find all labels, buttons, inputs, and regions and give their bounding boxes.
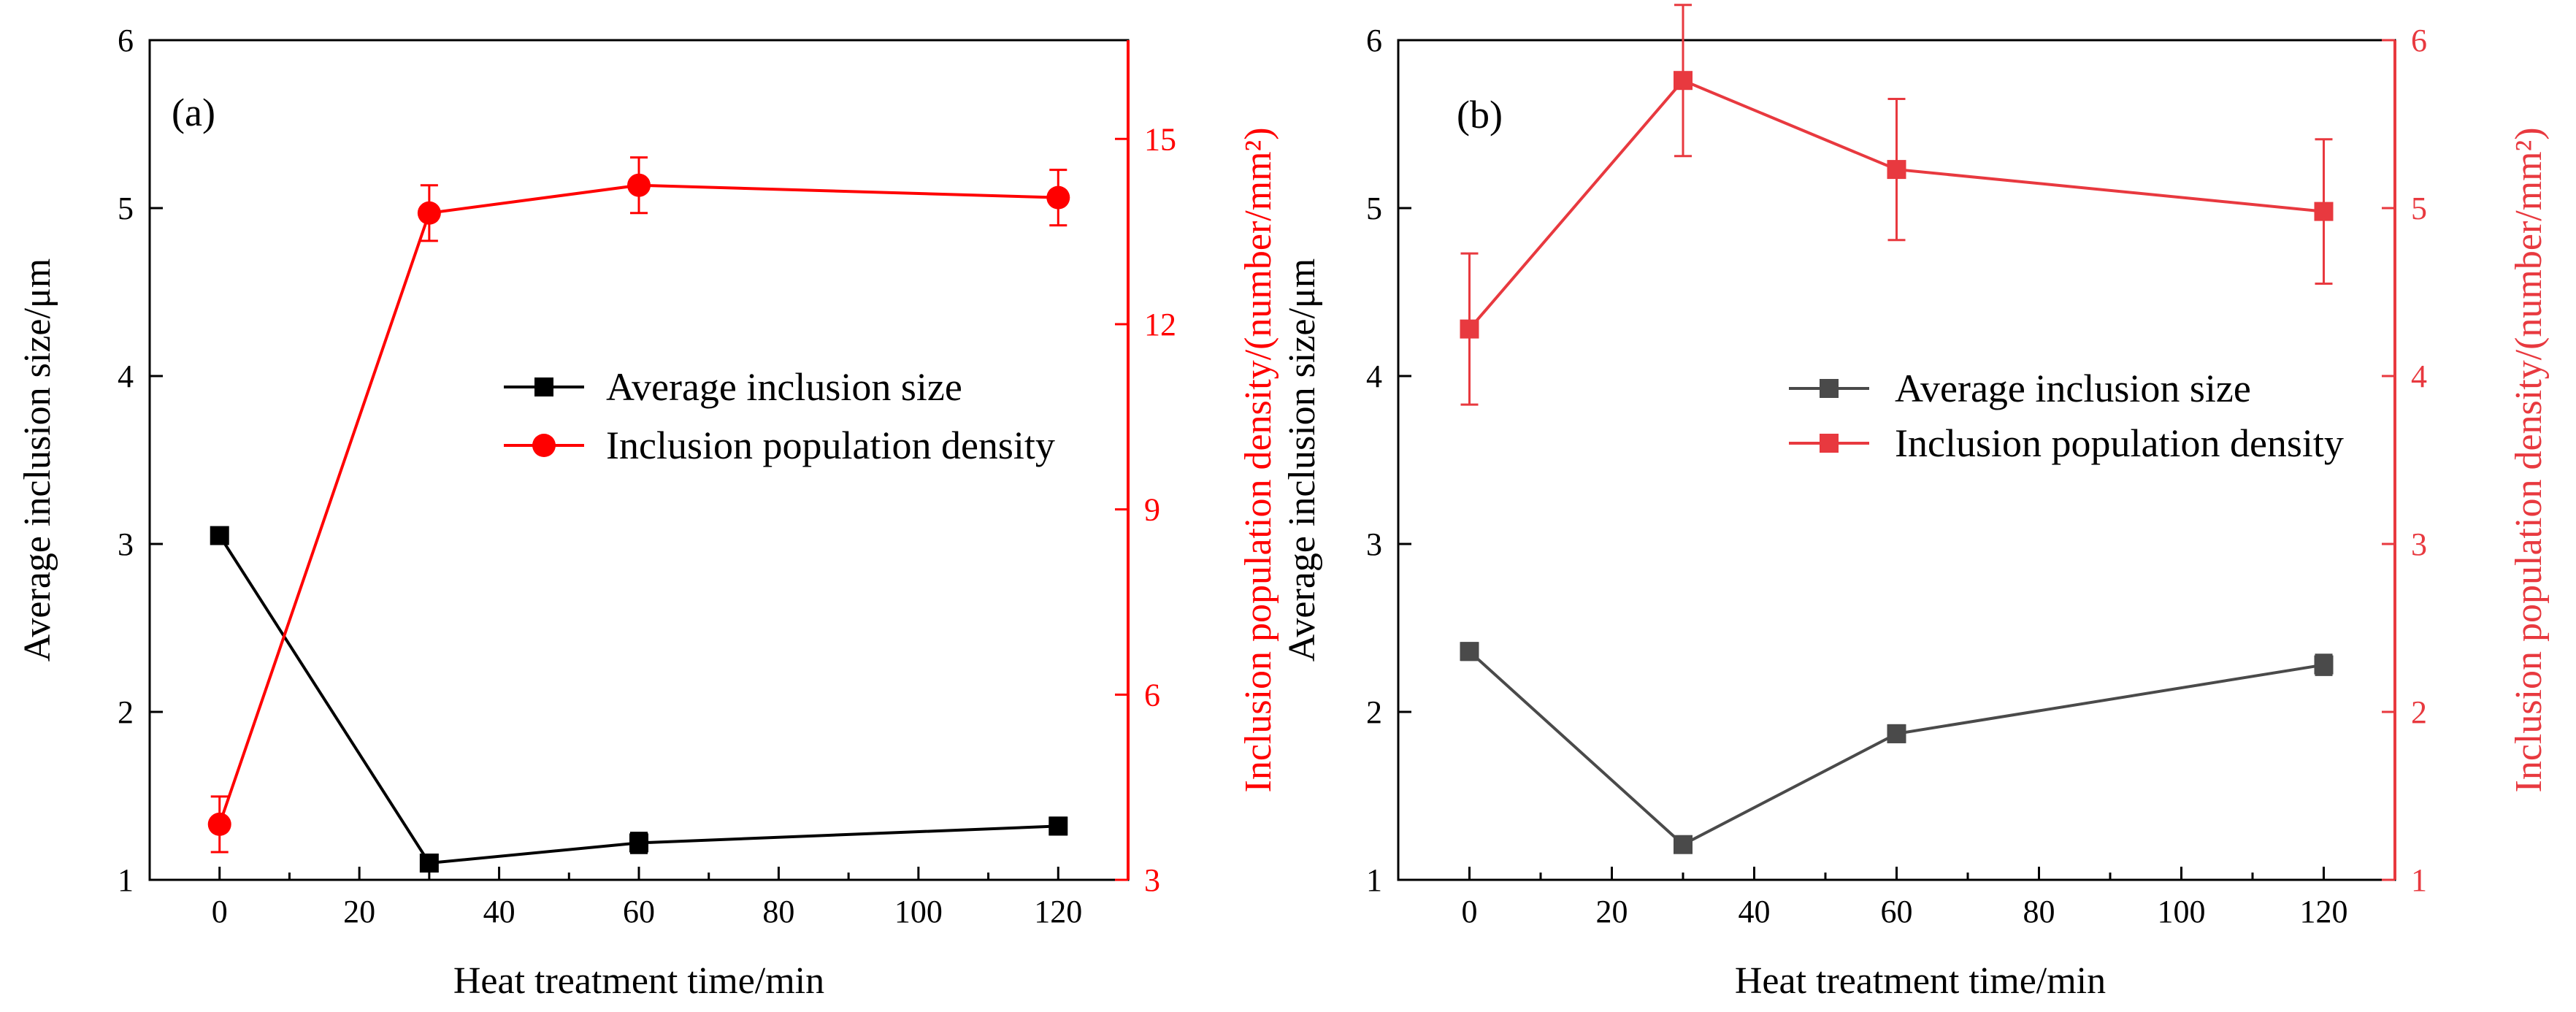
x-tick-label: 60	[623, 894, 655, 929]
data-point	[2314, 202, 2334, 221]
y-tick-label: 3	[1366, 526, 1382, 562]
data-point	[1049, 816, 1068, 836]
x-tick-label: 100	[2158, 894, 2206, 929]
data-point	[1887, 724, 1906, 743]
legend-marker-density	[1820, 434, 1839, 453]
y2-tick-label: 1	[2411, 862, 2427, 898]
x-axis-title: Heat treatment time/min	[453, 960, 824, 1002]
y-tick-label: 6	[1366, 23, 1382, 58]
y2-tick-label: 3	[1144, 862, 1160, 898]
data-point	[1460, 642, 1479, 662]
legend-label-density: Inclusion population density	[606, 423, 1055, 467]
y-tick-label: 3	[118, 526, 134, 562]
y2-tick-label: 15	[1144, 121, 1176, 157]
y2-axis-title: Inclusion population density/(number/mm²…	[2508, 127, 2550, 792]
data-point	[1674, 71, 1693, 91]
data-point	[1674, 835, 1693, 854]
series-line-1	[1468, 78, 2324, 330]
data-point	[629, 833, 648, 853]
y-tick-label: 2	[1366, 694, 1382, 730]
data-point	[1887, 160, 1906, 180]
y-axis-title: Average inclusion size/μm	[17, 258, 58, 662]
x-tick-label: 80	[2023, 894, 2055, 929]
x-tick-label: 40	[483, 894, 515, 929]
y-tick-label: 1	[1366, 862, 1382, 898]
y-tick-label: 6	[118, 23, 134, 58]
panel-a: (a) Heat treatment time/min Average incl…	[17, 23, 1279, 1002]
legend: Average inclusion size Inclusion populat…	[504, 365, 1055, 467]
data-point	[419, 854, 439, 873]
x-tick-label: 20	[343, 894, 375, 929]
x-tick-label: 120	[2300, 894, 2348, 929]
y-tick-label: 2	[118, 694, 134, 730]
data-point	[417, 201, 441, 225]
x-tick-label: 60	[1881, 894, 1913, 929]
x-tick-label: 40	[1739, 894, 1771, 929]
legend-marker-size	[534, 377, 553, 396]
data-point	[2314, 655, 2334, 675]
x-tick-label: 120	[1034, 894, 1082, 929]
legend-label-size: Average inclusion size	[606, 365, 962, 409]
data-point	[1460, 319, 1479, 339]
y-tick-label: 5	[1366, 191, 1382, 226]
x-axis-title: Heat treatment time/min	[1735, 960, 2106, 1002]
legend-marker-size	[1820, 379, 1839, 398]
x-tick-label: 100	[894, 894, 943, 929]
y-tick-label: 4	[1366, 359, 1382, 394]
y2-axis-title: Inclusion population density/(number/mm²…	[1238, 127, 1279, 792]
y2-tick-label: 9	[1144, 492, 1160, 528]
series-line-1	[218, 183, 1059, 825]
x-tick-label: 80	[762, 894, 794, 929]
y-tick-label: 1	[118, 862, 134, 898]
y-tick-label: 5	[118, 191, 134, 226]
data-point	[207, 812, 231, 836]
y2-tick-label: 6	[1144, 677, 1160, 713]
legend-label-size: Average inclusion size	[1895, 367, 2251, 410]
data-point	[210, 526, 229, 545]
series-line-0	[1468, 650, 2324, 847]
y2-tick-label: 4	[2411, 359, 2427, 394]
y2-tick-label: 6	[2411, 23, 2427, 58]
y2-tick-label: 5	[2411, 191, 2427, 226]
x-tick-label: 0	[1462, 894, 1478, 929]
y-axis-title: Average inclusion size/μm	[1281, 258, 1323, 662]
series-line-0	[218, 534, 1059, 865]
x-tick-label: 0	[212, 894, 228, 929]
data-point	[627, 173, 651, 197]
legend-marker-density	[532, 434, 556, 457]
y2-tick-label: 12	[1144, 307, 1176, 342]
legend: Average inclusion size Inclusion populat…	[1789, 367, 2344, 465]
panel-label: (b)	[1457, 93, 1503, 137]
y2-tick-label: 3	[2411, 526, 2427, 562]
legend-label-density: Inclusion population density	[1895, 421, 2344, 465]
data-point	[1046, 185, 1070, 210]
panel-label: (a)	[172, 91, 215, 134]
y-tick-label: 4	[118, 359, 134, 394]
y2-tick-label: 2	[2411, 694, 2427, 730]
x-tick-label: 20	[1596, 894, 1628, 929]
panel-b: (b) Heat treatment time/min Average incl…	[1281, 4, 2550, 1002]
